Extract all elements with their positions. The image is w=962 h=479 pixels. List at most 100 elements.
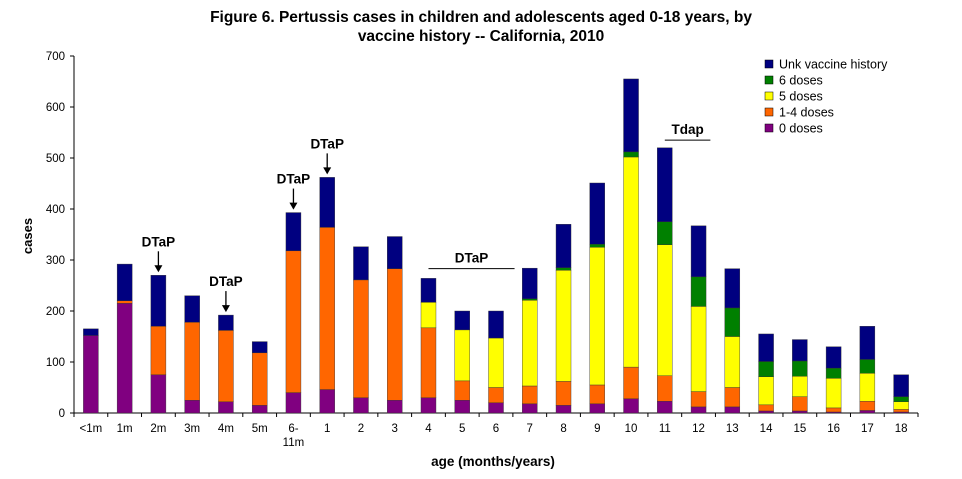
x-tick-label: 7: [527, 423, 533, 435]
bar-segment: [893, 374, 909, 397]
bar-segment: [589, 403, 605, 414]
x-tick-label: 8: [560, 423, 566, 435]
bar-segment: [353, 279, 369, 398]
bar-segment: [690, 225, 707, 278]
bar-segment: [420, 278, 437, 303]
bar-segment: [758, 404, 774, 412]
bar-segment: [218, 330, 234, 402]
annotation-arrow-head: [221, 305, 230, 313]
bar-segment: [690, 406, 707, 414]
bar-segment: [555, 267, 572, 271]
x-tick-label: 18: [895, 423, 908, 435]
bar-segment: [893, 401, 909, 410]
y-tick-label: 100: [46, 357, 65, 369]
annotation-label: DTaP: [142, 234, 176, 249]
bar-segment: [454, 400, 470, 414]
bar-segment: [859, 359, 876, 374]
x-tick-label: 5: [459, 423, 465, 435]
y-tick-label: 300: [46, 255, 65, 267]
bar-segment: [251, 352, 268, 406]
bar-segment: [150, 326, 167, 375]
legend-label: 6 doses: [779, 74, 823, 88]
bar-segment: [218, 314, 234, 331]
bar-segment: [522, 385, 538, 405]
bar-segment: [623, 156, 639, 368]
bar-segment: [657, 401, 673, 414]
bar-segment: [792, 410, 808, 414]
bar-segment: [218, 401, 234, 414]
bar-segment: [859, 410, 876, 414]
bar-segment: [758, 361, 774, 377]
annotation-label: Tdap: [671, 122, 703, 137]
bar-segment: [724, 268, 741, 309]
bar-segment: [251, 405, 268, 414]
y-tick-label: 400: [46, 204, 65, 216]
y-tick-label: 200: [46, 306, 65, 318]
bar-segment: [657, 375, 673, 402]
bar-segment: [83, 335, 99, 414]
legend-swatch: [764, 91, 774, 101]
x-tick-label: 2: [358, 423, 364, 435]
bar-segment: [859, 401, 876, 411]
bar-segment: [116, 263, 133, 301]
x-tick-label: 16: [827, 423, 840, 435]
x-tick-label: 15: [793, 423, 806, 435]
bar-segment: [792, 376, 808, 397]
bar-segment: [454, 310, 470, 331]
legend: Unk vaccine history 6 doses 5 doses 1-4 dos…: [764, 58, 888, 136]
x-tick-label: 3: [392, 423, 398, 435]
bar-segment: [825, 407, 842, 413]
bar-segment: [758, 333, 774, 362]
x-axis-label: age (months/years): [431, 454, 555, 469]
legend-swatch: [764, 123, 774, 133]
plot-area: 0 100 200 300 400 500 600 700 <1m 1m 2m 3m 4m 5m 6- 11m…: [46, 51, 919, 449]
x-tick-label: 14: [760, 423, 773, 435]
bar-segment: [589, 182, 605, 245]
bar-segment: [859, 326, 876, 360]
x-tick-label: 6-: [288, 423, 298, 435]
bar-segment: [184, 322, 200, 401]
x-tick-label: 11m: [283, 437, 305, 449]
bar-segment: [150, 374, 167, 414]
bar-segment: [420, 327, 437, 398]
x-tick-label: 1: [324, 423, 330, 435]
y-tick-label: 0: [59, 408, 65, 420]
bar-segment: [623, 398, 639, 414]
bar-segment: [657, 147, 673, 222]
bar-segment: [893, 396, 909, 402]
bar-segment: [420, 302, 437, 329]
bar-segment: [454, 380, 470, 401]
bar-segment: [893, 409, 909, 413]
x-tick-label: 13: [726, 423, 739, 435]
bar-segment: [454, 329, 470, 382]
bar-segment: [83, 328, 99, 336]
bar-segment: [758, 410, 774, 414]
annotation-arrow-head: [154, 265, 163, 273]
x-tick-label: 4: [425, 423, 432, 435]
y-axis-label: cases: [20, 218, 35, 254]
bar-segment: [387, 236, 403, 269]
legend-swatch: [764, 107, 774, 117]
bar-segment: [387, 268, 403, 401]
chart-title-line-1: Figure 6. Pertussis cases in children an…: [210, 9, 752, 26]
bar-segment: [285, 212, 302, 252]
bar-segment: [555, 405, 572, 414]
bar-segment: [690, 306, 707, 392]
bar-segment: [522, 298, 538, 301]
bar-segment: [724, 307, 741, 337]
y-tick-label: 700: [46, 51, 65, 63]
bar-segment: [589, 243, 605, 248]
bar-segment: [623, 151, 639, 158]
bar-segment: [251, 341, 268, 354]
x-tick-label: 4m: [218, 423, 234, 435]
bar-segment: [319, 227, 335, 390]
bar-segment: [285, 392, 302, 414]
bar-segment: [285, 250, 302, 393]
annotation-arrow-head: [289, 202, 298, 210]
bar-segment: [488, 387, 504, 404]
x-tick-label: 5m: [252, 423, 268, 435]
legend-swatch: [764, 59, 774, 69]
legend-swatch: [764, 75, 774, 85]
bar-segment: [589, 384, 605, 405]
